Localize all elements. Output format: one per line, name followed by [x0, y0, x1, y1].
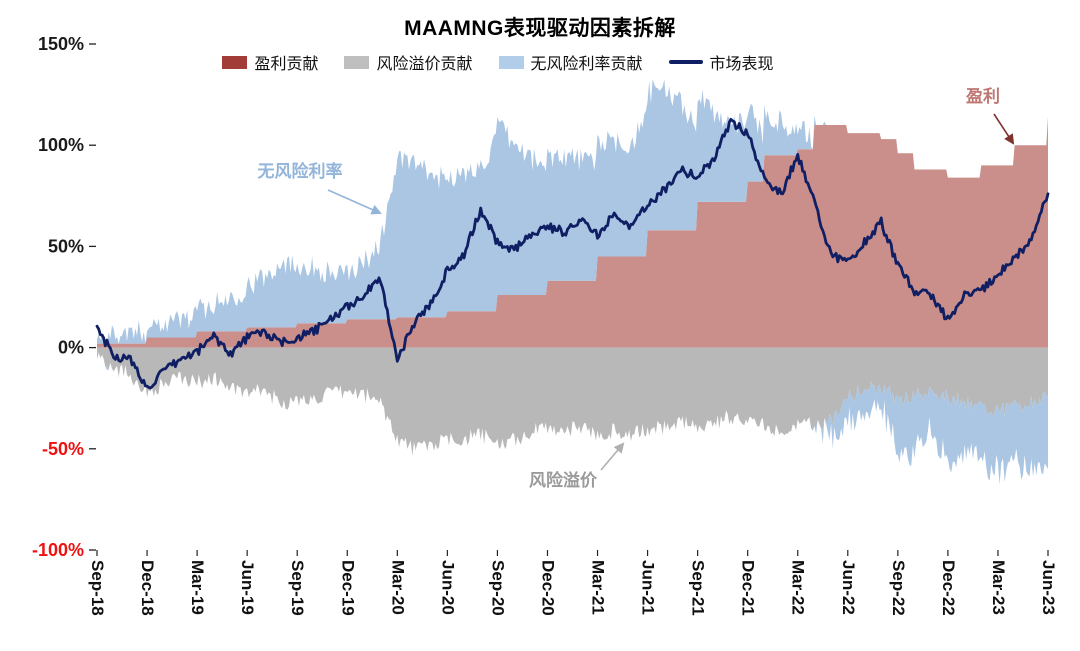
x-tick-label: Sep-19 — [288, 560, 307, 616]
annotation-label-risk-premium: 风险溢价 — [529, 470, 598, 490]
earnings-area — [97, 116, 1048, 348]
annotation-label-earnings: 盈利 — [965, 86, 1000, 106]
legend-swatch-icon — [668, 60, 703, 64]
legend-item-0: 盈利贡献 — [222, 50, 318, 74]
x-tick-label: Jun-23 — [1039, 560, 1058, 615]
x-tick-label: Sep-21 — [689, 560, 708, 616]
legend-item-1: 风险溢价贡献 — [344, 50, 473, 74]
x-tick-label: Jun-22 — [839, 560, 858, 615]
x-tick-label: Sep-20 — [488, 560, 507, 616]
risk-free-area-positive — [97, 79, 1048, 344]
y-tick-label: -100% — [32, 540, 84, 560]
legend-label: 无风险利率贡献 — [530, 56, 643, 73]
annotation-arrow-earnings — [993, 113, 1015, 145]
x-tick-label: Jun-20 — [438, 560, 457, 615]
annotation-label-risk-free-rate: 无风险利率 — [257, 161, 343, 181]
legend-item-2: 无风险利率贡献 — [498, 50, 643, 74]
x-tick-label: Dec-20 — [539, 560, 558, 616]
risk-premium-area — [97, 347, 1048, 456]
x-tick-label: Dec-18 — [138, 560, 157, 616]
legend-item-3: 市场表现 — [668, 50, 774, 74]
legend-label: 盈利贡献 — [254, 56, 319, 73]
x-tick-label: Sep-22 — [889, 560, 908, 616]
y-tick-label: 100% — [38, 135, 84, 155]
market-line — [95, 118, 1050, 390]
x-tick-label: Mar-20 — [388, 560, 407, 615]
y-tick-label: 150% — [38, 34, 84, 54]
y-tick-label: -50% — [42, 439, 84, 459]
legend-swatch-icon — [344, 55, 370, 69]
legend: 盈利贡献 风险溢价贡献 无风险利率贡献 市场表现 — [0, 50, 1038, 74]
x-tick-label: Mar-19 — [188, 560, 207, 615]
x-tick-label: Jun-21 — [639, 560, 658, 615]
x-tick-label: Jun-19 — [238, 560, 257, 615]
x-tick-label: Dec-19 — [338, 560, 357, 616]
annotation-arrow-risk-premium — [600, 442, 625, 471]
legend-label: 市场表现 — [709, 56, 774, 73]
x-tick-label: Sep-18 — [88, 560, 107, 616]
chart-title: MAAMNG表现驱动因素拆解 — [404, 17, 676, 40]
x-tick-label: Mar-22 — [789, 560, 808, 615]
y-tick-label: 50% — [48, 236, 84, 256]
x-tick-label: Dec-22 — [939, 560, 958, 616]
y-tick-label: 0% — [58, 338, 84, 358]
legend-swatch-icon — [498, 55, 524, 69]
x-tick-label: Mar-23 — [989, 560, 1008, 615]
x-tick-label: Mar-21 — [589, 560, 608, 615]
legend-label: 风险溢价贡献 — [376, 56, 473, 73]
x-tick-label: Dec-21 — [739, 560, 758, 616]
legend-swatch-icon — [222, 55, 248, 69]
annotation-arrow-risk-free-rate — [327, 189, 382, 215]
